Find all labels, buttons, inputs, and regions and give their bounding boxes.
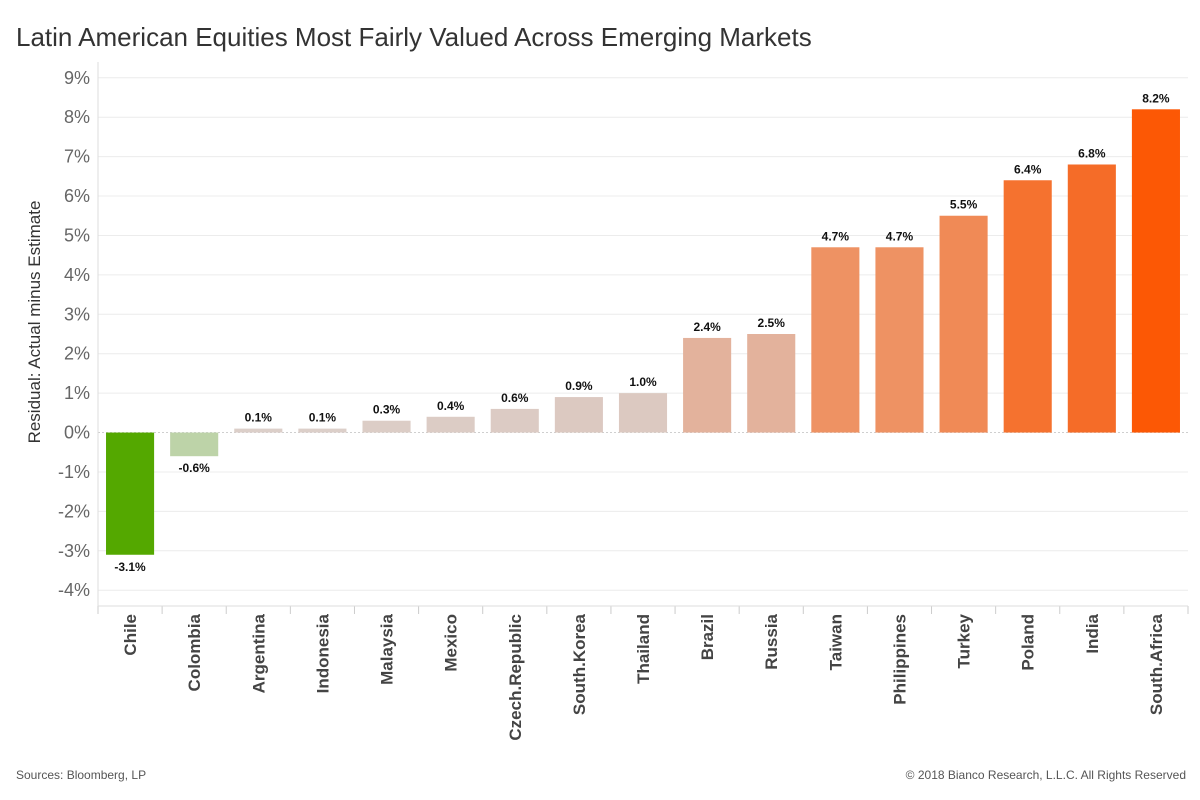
y-tick-label: 3% — [64, 304, 90, 324]
data-label: 0.1% — [245, 411, 273, 425]
y-tick-label: 2% — [64, 344, 90, 364]
y-tick-label: 4% — [64, 265, 90, 285]
copyright-note: © 2018 Bianco Research, L.L.C. All Right… — [905, 768, 1186, 782]
bar — [490, 408, 539, 433]
x-tick-label: Argentina — [249, 613, 268, 693]
data-label: 1.0% — [629, 375, 657, 389]
x-tick-label: Malaysia — [378, 613, 397, 684]
x-tick-label: Thailand — [634, 614, 653, 684]
y-tick-label: -4% — [58, 580, 90, 600]
x-tick-label: Russia — [762, 613, 781, 669]
bar — [747, 334, 796, 433]
bar — [875, 247, 924, 433]
x-tick-label: Philippines — [890, 614, 909, 705]
y-tick-label: -2% — [58, 501, 90, 521]
x-tick-label: Chile — [121, 614, 140, 656]
x-tick-label: India — [1083, 613, 1102, 653]
y-tick-label: 9% — [64, 68, 90, 88]
y-tick-label: 8% — [64, 107, 90, 127]
source-note: Sources: Bloomberg, LP — [16, 768, 147, 782]
y-tick-label: 5% — [64, 225, 90, 245]
x-tick-label: Colombia — [185, 613, 204, 691]
x-axis-ticks: Chile Colombia Argentina Indonesia Malaysia M… — [121, 613, 1166, 740]
x-tick-label: Turkey — [955, 613, 974, 668]
x-tick-label: Poland — [1019, 614, 1038, 671]
x-tick-label: South.Africa — [1147, 613, 1166, 715]
data-label: 6.8% — [1078, 146, 1106, 160]
bar — [106, 432, 155, 555]
y-tick-label: -1% — [58, 462, 90, 482]
x-tick-label: Indonesia — [313, 613, 332, 693]
y-tick-label: 6% — [64, 186, 90, 206]
x-tick-label: Taiwan — [826, 614, 845, 670]
x-tick-label: Mexico — [442, 614, 461, 672]
data-label: 0.6% — [501, 391, 529, 405]
data-label: 0.9% — [565, 379, 593, 393]
bar — [426, 416, 475, 433]
data-label: 8.2% — [1142, 91, 1170, 105]
y-tick-label: 7% — [64, 147, 90, 167]
data-label: 4.7% — [886, 229, 914, 243]
data-labels: -3.1% -0.6% 0.1% 0.1% 0.3% 0.4% 0.6% 0.9% 1.0% 2.… — [114, 91, 1170, 573]
bars — [106, 109, 1180, 555]
bar — [939, 215, 988, 433]
data-label: 0.1% — [309, 411, 337, 425]
bar — [811, 247, 860, 433]
bar — [1131, 109, 1180, 433]
bar — [618, 393, 668, 433]
data-label: -0.6% — [178, 461, 210, 475]
data-label: 2.4% — [693, 320, 721, 334]
x-tick-label: Brazil — [698, 614, 717, 660]
y-tick-label: 1% — [64, 383, 90, 403]
y-tick-label: 0% — [64, 423, 90, 443]
y-axis-title: Residual: Actual minus Estimate — [25, 201, 44, 444]
bar — [554, 397, 603, 433]
y-axis-ticks: 9% 8% 7% 6% 5% 4% 3% 2% 1% 0% -1% -2% -3% -4% — [58, 68, 90, 600]
bar — [362, 420, 411, 433]
data-label: 0.4% — [437, 399, 465, 413]
bar — [234, 428, 283, 433]
x-tick-label: South.Korea — [570, 613, 589, 715]
x-tick-label: Czech.Republic — [506, 614, 525, 741]
bar — [1003, 180, 1052, 433]
chart-title: Latin American Equities Most Fairly Valu… — [16, 22, 812, 52]
bar — [1067, 164, 1116, 433]
data-label: 4.7% — [822, 229, 850, 243]
data-label: 2.5% — [758, 316, 786, 330]
data-label: 5.5% — [950, 198, 978, 212]
bar — [683, 337, 732, 433]
data-label: -3.1% — [114, 560, 146, 574]
data-label: 6.4% — [1014, 162, 1042, 176]
data-label: 0.3% — [373, 403, 401, 417]
y-tick-label: -3% — [58, 541, 90, 561]
bar — [298, 428, 347, 433]
bar — [170, 432, 219, 457]
